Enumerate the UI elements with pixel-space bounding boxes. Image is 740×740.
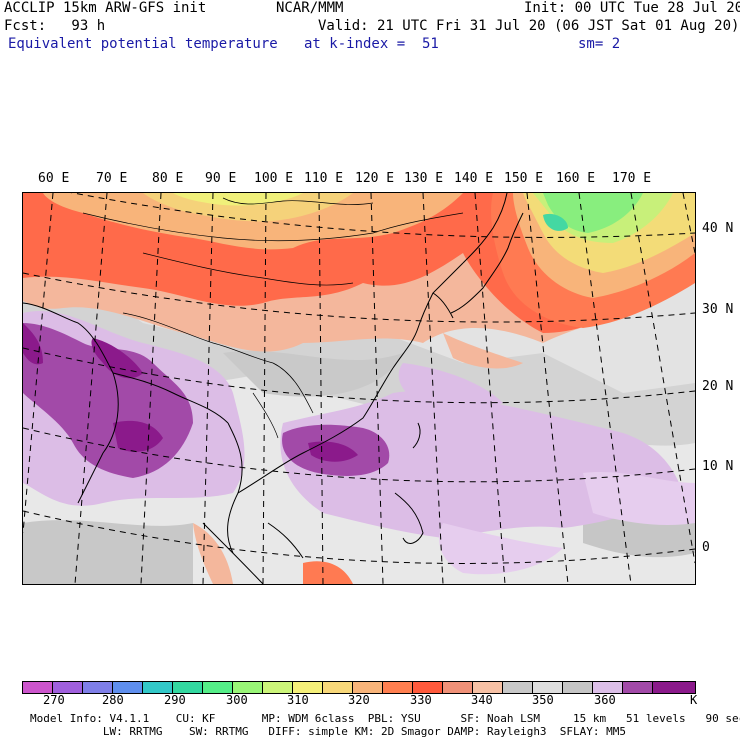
colorbar-swatch xyxy=(233,682,263,693)
lat-label: 40 N xyxy=(702,221,734,236)
lon-label: 170 E xyxy=(612,171,652,186)
lon-label: 150 E xyxy=(504,171,544,186)
colorbar-swatch xyxy=(653,682,695,693)
init-time: Init: 00 UTC Tue 28 Jul 20 xyxy=(524,0,740,16)
lon-label: 160 E xyxy=(556,171,596,186)
colorbar-label: 310 xyxy=(287,693,309,707)
valid-time: Valid: 21 UTC Fri 31 Jul 20 (06 JST Sat … xyxy=(318,18,740,34)
colorbar-swatch xyxy=(563,682,593,693)
lon-label: 130 E xyxy=(404,171,444,186)
lat-label: 20 N xyxy=(702,379,734,394)
lon-label: 90 E xyxy=(205,171,237,186)
colorbar-swatch xyxy=(83,682,113,693)
colorbar-label: 290 xyxy=(164,693,186,707)
colorbar-swatch xyxy=(413,682,443,693)
model-title: ACCLIP 15km ARW-GFS init xyxy=(4,0,207,16)
colorbar-swatch xyxy=(173,682,203,693)
colorbar-swatch xyxy=(113,682,143,693)
lon-label: 100 E xyxy=(254,171,294,186)
smoothing-value: sm= 2 xyxy=(578,36,621,52)
colorbar-swatch xyxy=(353,682,383,693)
colorbar-swatch xyxy=(23,682,53,693)
theta-e-field xyxy=(23,193,695,584)
colorbar-label: 320 xyxy=(348,693,370,707)
colorbar-swatch xyxy=(473,682,503,693)
color-bar xyxy=(22,681,696,694)
lon-label: 120 E xyxy=(355,171,395,186)
lon-label: 110 E xyxy=(304,171,344,186)
lon-label: 80 E xyxy=(152,171,184,186)
colorbar-label: 350 xyxy=(532,693,554,707)
colorbar-swatch xyxy=(323,682,353,693)
lat-label: 30 N xyxy=(702,302,734,317)
colorbar-label: 340 xyxy=(471,693,493,707)
map-panel xyxy=(22,192,696,585)
organization-label: NCAR/MMM xyxy=(276,0,344,16)
colorbar-swatch xyxy=(533,682,563,693)
colorbar-unit: K xyxy=(690,693,698,707)
colorbar-swatch xyxy=(203,682,233,693)
lon-label: 140 E xyxy=(454,171,494,186)
colorbar-label: 280 xyxy=(102,693,124,707)
model-info-line2: LW: RRTMG SW: RRTMG DIFF: simple KM: 2D … xyxy=(30,725,627,738)
colorbar-label: 300 xyxy=(226,693,248,707)
colorbar-swatch xyxy=(53,682,83,693)
colorbar-label: 270 xyxy=(43,693,65,707)
colorbar-swatch xyxy=(503,682,533,693)
lon-label: 70 E xyxy=(96,171,128,186)
forecast-hour: Fcst: 93 h xyxy=(4,18,106,34)
colorbar-swatch xyxy=(623,682,653,693)
colorbar-label: 360 xyxy=(594,693,616,707)
colorbar-swatch xyxy=(143,682,173,693)
colorbar-swatch xyxy=(383,682,413,693)
colorbar-swatch xyxy=(263,682,293,693)
colorbar-label: 330 xyxy=(410,693,432,707)
colorbar-swatch xyxy=(593,682,623,693)
lon-label: 60 E xyxy=(38,171,70,186)
lat-label: 0 xyxy=(702,540,710,555)
colorbar-swatch xyxy=(293,682,323,693)
field-name: Equivalent potential temperature xyxy=(8,36,278,52)
level-index: at k-index = 51 xyxy=(304,36,439,52)
colorbar-swatch xyxy=(443,682,473,693)
lat-label: 10 N xyxy=(702,459,734,474)
model-info-line1: Model Info: V4.1.1 CU: KF MP: WDM 6class… xyxy=(30,712,740,725)
